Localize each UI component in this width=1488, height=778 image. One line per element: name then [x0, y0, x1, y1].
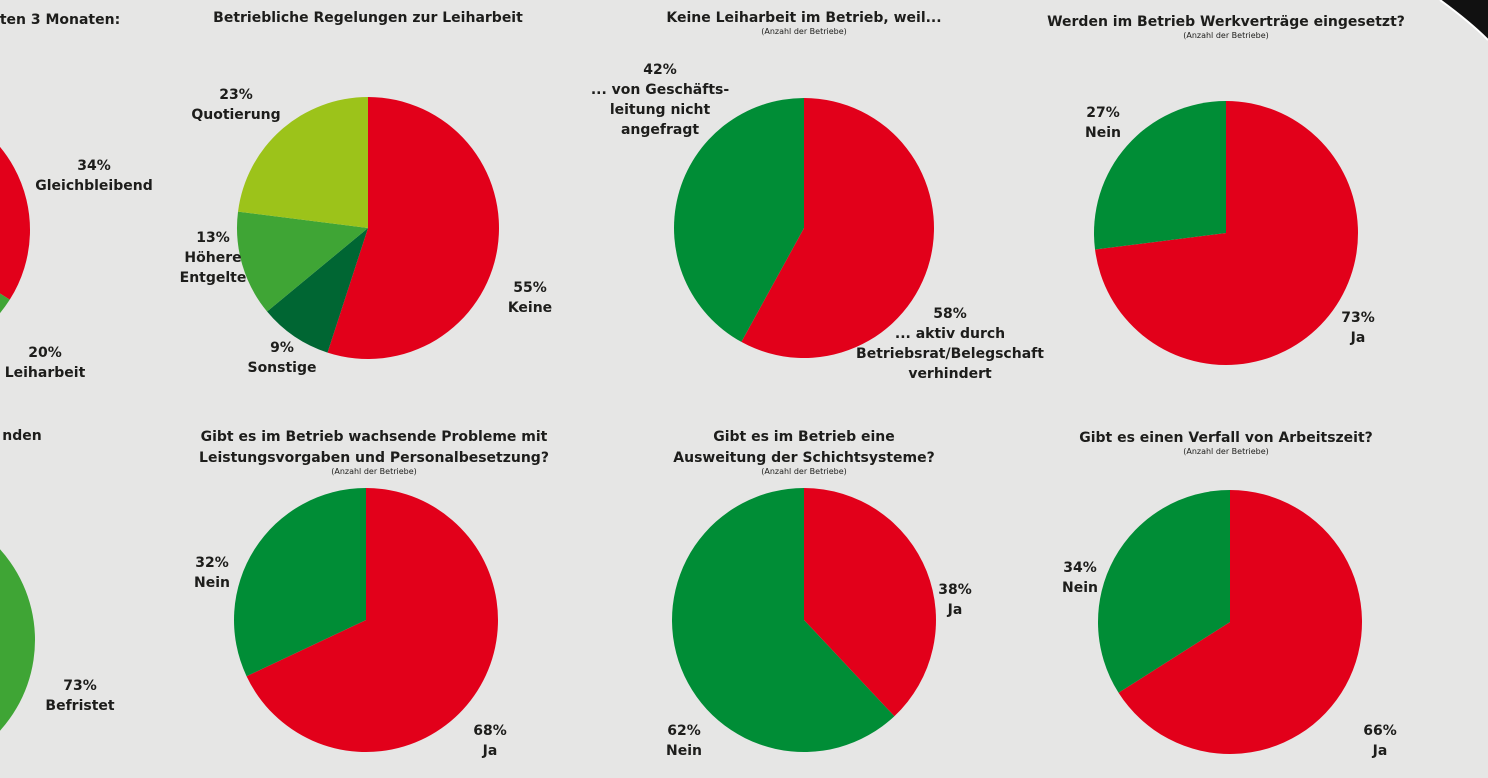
text-line: angefragt	[621, 122, 699, 138]
slice-value-label: 42%	[643, 62, 677, 78]
pie-slice	[234, 488, 366, 677]
text-line: verhindert	[908, 366, 992, 382]
chart-subtitle: (Anzahl der Betriebe)	[761, 27, 847, 36]
slice-category-label: Ja	[482, 743, 498, 759]
text-line: Gibt es im Betrieb eine	[713, 429, 895, 445]
slice-category-label: Nein	[1085, 125, 1121, 141]
slice-value-label: 34%	[77, 158, 111, 174]
slice-category-label: Gleichbleibend	[35, 178, 152, 194]
slice-value-label: 27%	[1086, 105, 1120, 121]
text-line: Gibt es im Betrieb wachsende Probleme mi…	[201, 429, 548, 445]
slice-value-label: 73%	[1341, 310, 1375, 326]
chart-subtitle: (Anzahl der Betriebe)	[331, 467, 417, 476]
pie-slice	[804, 488, 937, 717]
chart-title: Werden im Betrieb Werkverträge eingesetz…	[1047, 14, 1405, 30]
slice-category-label: ... aktiv durch Betriebsrat/Belegschaft ve…	[856, 326, 1044, 382]
slice-value-label: 55%	[513, 280, 547, 296]
slice-value-label: 68%	[473, 723, 507, 739]
slice-category-label: Keine	[508, 300, 552, 316]
chart-subtitle: (Anzahl der Betriebe)	[1183, 31, 1269, 40]
slice-value-label: 23%	[219, 87, 253, 103]
pie-slice	[0, 549, 35, 731]
pie-slice	[246, 488, 499, 752]
slice-category-label: Sonstige	[247, 360, 316, 376]
pie-slice	[327, 97, 499, 359]
slice-value-label: 32%	[195, 555, 229, 571]
text-line: ... von Geschäfts-	[591, 82, 730, 98]
slice-category-label: Höhere Entgelte	[180, 250, 247, 286]
pie-slice	[1095, 101, 1358, 365]
slice-category-label: ... von Geschäfts-leitung nicht angefragt	[591, 82, 730, 138]
pie-slice	[237, 211, 368, 312]
slice-category-label: Ja	[947, 602, 963, 618]
chart-title: ten 3 Monaten:	[0, 12, 120, 28]
slice-category-label: Ja	[1350, 330, 1366, 346]
chart-subtitle: (Anzahl der Betriebe)	[1183, 447, 1269, 456]
slice-value-label: 58%	[933, 306, 967, 322]
pie-slice	[267, 228, 368, 353]
slice-value-label: 73%	[63, 678, 97, 694]
slice-category-label: Ja	[1372, 743, 1388, 759]
chart-title: nden	[2, 428, 41, 444]
slice-category-label: Befristet	[45, 698, 114, 714]
slice-category-label: Nein	[666, 743, 702, 759]
slice-value-label: 34%	[1063, 560, 1097, 576]
pie-slice	[672, 488, 895, 753]
slice-category-label: Quotierung	[191, 107, 280, 123]
slice-category-label: Nein	[1062, 580, 1098, 596]
slice-category-label: Nein	[194, 575, 230, 591]
slice-value-label: 20%	[28, 345, 62, 361]
pie-slice	[1098, 490, 1230, 693]
text-line: Entgelte	[180, 270, 247, 286]
pie-slice	[1118, 490, 1362, 755]
slice-value-label: 62%	[667, 723, 701, 739]
pie-slice	[238, 97, 368, 228]
pie-slice	[741, 98, 935, 359]
chart-title: Betriebliche Regelungen zur Leiharbeit	[213, 10, 523, 26]
chart-title: Gibt es einen Verfall von Arbeitszeit?	[1079, 430, 1373, 446]
slice-category-label: Leiharbeit	[5, 365, 86, 381]
corner-decoration-edge	[1439, 0, 1488, 41]
chart-title: Keine Leiharbeit im Betrieb, weil...	[666, 10, 941, 26]
pie-slice	[0, 147, 30, 300]
slice-value-label: 13%	[196, 230, 230, 246]
text-line: Ausweitung der Schichtsysteme?	[673, 450, 934, 466]
pie-slice	[0, 293, 10, 313]
chart-title: Gibt es im Betrieb wachsende Probleme mi…	[199, 429, 549, 466]
text-line: leitung nicht	[610, 102, 711, 118]
corner-decoration	[1440, 0, 1488, 40]
text-line: Leistungsvorgaben und Personalbesetzung?	[199, 450, 549, 466]
text-line: Höhere	[184, 250, 241, 266]
chart-subtitle: (Anzahl der Betriebe)	[761, 467, 847, 476]
text-line: Betriebsrat/Belegschaft	[856, 346, 1044, 362]
slice-value-label: 38%	[938, 582, 972, 598]
text-line: ... aktiv durch	[895, 326, 1005, 342]
slice-value-label: 66%	[1363, 723, 1397, 739]
chart-title: Gibt es im Betrieb eine Ausweitung der Sc…	[673, 429, 934, 466]
slice-value-label: 9%	[270, 340, 294, 356]
pie-slice	[674, 98, 804, 342]
pie-slice	[1094, 101, 1226, 250]
